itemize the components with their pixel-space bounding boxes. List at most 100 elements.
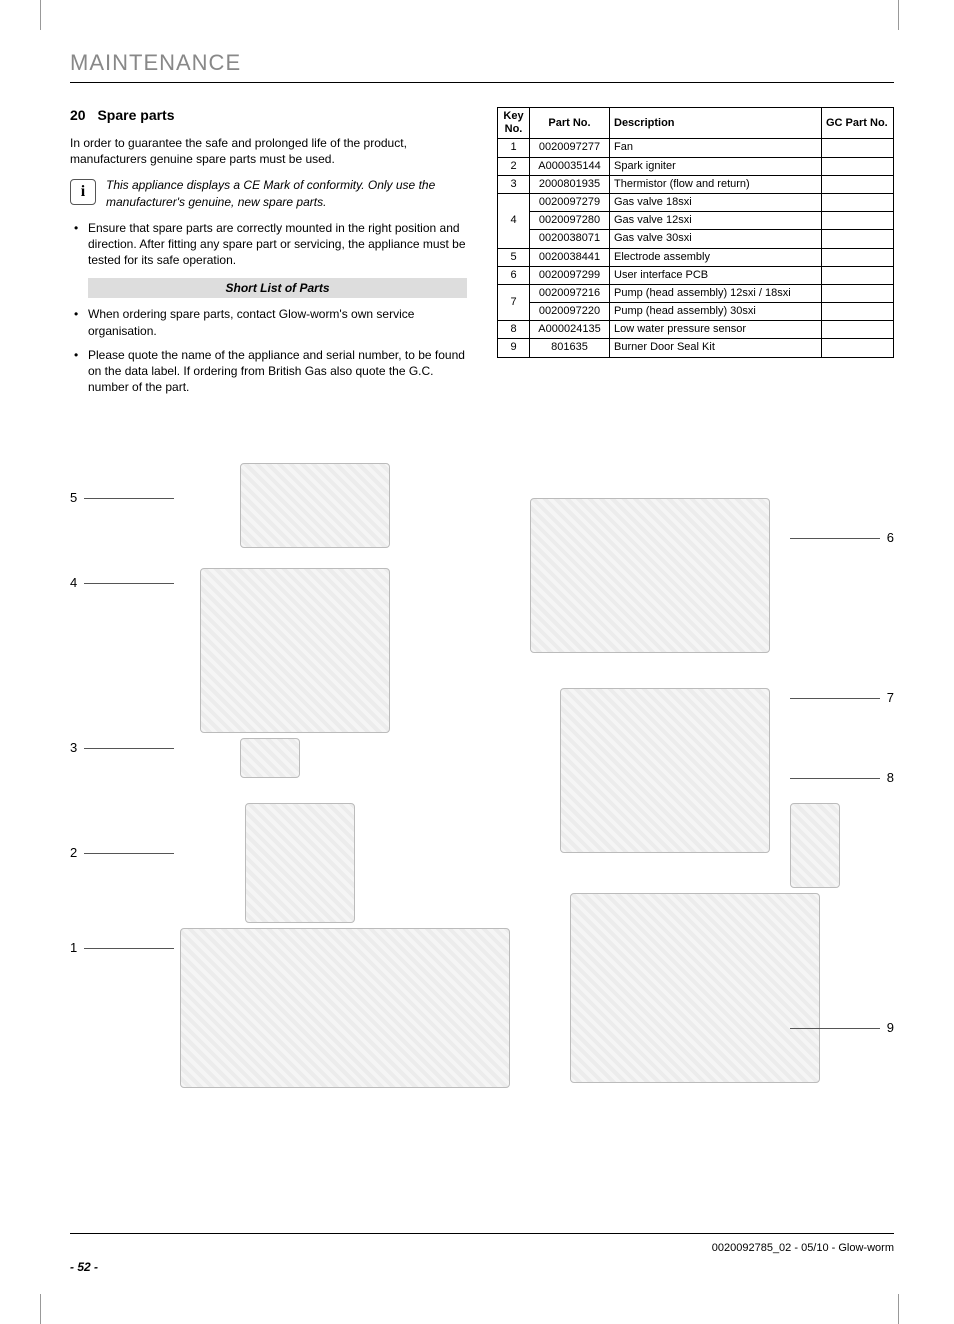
description: Pump (head assembly) 30sxi [610, 303, 822, 321]
gc-part-no [822, 266, 894, 284]
bullet-list: When ordering spare parts, contact Glow-… [70, 306, 467, 395]
gc-part-no [822, 157, 894, 175]
part-illustration [245, 803, 355, 923]
leader-line [84, 748, 174, 749]
table-row: 32000801935Thermistor (flow and return) [498, 175, 894, 193]
crop-mark [898, 0, 899, 30]
description: User interface PCB [610, 266, 822, 284]
section-title: Spare parts [97, 107, 174, 123]
key-no: 6 [498, 266, 530, 284]
gc-part-no [822, 248, 894, 266]
part-no: 0020097279 [530, 193, 610, 211]
key-no: 2 [498, 157, 530, 175]
crop-mark [898, 1294, 899, 1324]
part-no: A000024135 [530, 321, 610, 339]
description: Gas valve 12sxi [610, 212, 822, 230]
part-illustration [240, 738, 300, 778]
description: Pump (head assembly) 12sxi / 18sxi [610, 284, 822, 302]
footer-rule [70, 1233, 894, 1234]
description: Spark igniter [610, 157, 822, 175]
page-header: MAINTENANCE [70, 50, 894, 83]
gc-part-no [822, 193, 894, 211]
key-no: 8 [498, 321, 530, 339]
description: Gas valve 18sxi [610, 193, 822, 211]
gc-part-no [822, 230, 894, 248]
leader-line [84, 583, 174, 584]
table-row: 8A000024135Low water pressure sensor [498, 321, 894, 339]
leader-line [790, 698, 880, 699]
exploded-diagram: 5 4 3 2 1 6 7 8 9 [70, 453, 894, 1093]
part-illustration [180, 928, 510, 1088]
description: Burner Door Seal Kit [610, 339, 822, 357]
table-row: 70020097216Pump (head assembly) 12sxi / … [498, 284, 894, 302]
table-row: 40020097279Gas valve 18sxi [498, 193, 894, 211]
table-header: Key No. [498, 108, 530, 139]
part-illustration [560, 688, 770, 853]
section-heading: 20 Spare parts [70, 107, 467, 123]
bullet-item: Please quote the name of the appliance a… [70, 347, 467, 396]
table-row: 10020097277Fan [498, 139, 894, 157]
table-header: Description [610, 108, 822, 139]
callout-number: 2 [70, 845, 77, 860]
leader-line [790, 778, 880, 779]
leader-line [84, 853, 174, 854]
leader-line [84, 948, 174, 949]
gc-part-no [822, 212, 894, 230]
part-no: 0020038441 [530, 248, 610, 266]
part-no: 0020038071 [530, 230, 610, 248]
info-icon: i [70, 179, 96, 205]
crop-mark [40, 0, 41, 30]
bullet-item: Ensure that spare parts are correctly mo… [70, 220, 467, 269]
gc-part-no [822, 339, 894, 357]
short-list-heading: Short List of Parts [88, 278, 467, 298]
part-no: 0020097220 [530, 303, 610, 321]
key-no: 3 [498, 175, 530, 193]
callout-number: 1 [70, 940, 77, 955]
part-no: 0020097277 [530, 139, 610, 157]
part-illustration [240, 463, 390, 548]
callout-number: 9 [887, 1020, 894, 1035]
page-number: - 52 - [70, 1260, 98, 1274]
callout-number: 5 [70, 490, 77, 505]
gc-part-no [822, 303, 894, 321]
footer-docref: 0020092785_02 - 05/10 - Glow-worm [712, 1242, 894, 1254]
table-row: 2A000035144Spark igniter [498, 157, 894, 175]
callout-number: 8 [887, 770, 894, 785]
part-no: 2000801935 [530, 175, 610, 193]
part-no: 0020097280 [530, 212, 610, 230]
description: Low water pressure sensor [610, 321, 822, 339]
info-text: This appliance displays a CE Mark of con… [106, 177, 467, 209]
table-row: 0020097280Gas valve 12sxi [498, 212, 894, 230]
description: Electrode assembly [610, 248, 822, 266]
part-no: 801635 [530, 339, 610, 357]
leader-line [790, 538, 880, 539]
intro-text: In order to guarantee the safe and prolo… [70, 135, 467, 167]
gc-part-no [822, 139, 894, 157]
key-no: 4 [498, 193, 530, 248]
info-box: i This appliance displays a CE Mark of c… [70, 177, 467, 209]
section-number: 20 [70, 107, 86, 123]
key-no: 5 [498, 248, 530, 266]
table-row: 50020038441Electrode assembly [498, 248, 894, 266]
callout-number: 3 [70, 740, 77, 755]
description: Gas valve 30sxi [610, 230, 822, 248]
callout-number: 7 [887, 690, 894, 705]
table-row: 0020038071Gas valve 30sxi [498, 230, 894, 248]
gc-part-no [822, 321, 894, 339]
leader-line [790, 1028, 880, 1029]
key-no: 9 [498, 339, 530, 357]
part-no: 0020097299 [530, 266, 610, 284]
bullet-list: Ensure that spare parts are correctly mo… [70, 220, 467, 269]
table-row: 60020097299User interface PCB [498, 266, 894, 284]
callout-number: 6 [887, 530, 894, 545]
table-header: Part No. [530, 108, 610, 139]
leader-line [84, 498, 174, 499]
bullet-item: When ordering spare parts, contact Glow-… [70, 306, 467, 338]
parts-table: Key No.Part No.DescriptionGC Part No. 10… [497, 107, 894, 358]
callout-number: 4 [70, 575, 77, 590]
gc-part-no [822, 284, 894, 302]
part-illustration [790, 803, 840, 888]
crop-mark [40, 1294, 41, 1324]
description: Thermistor (flow and return) [610, 175, 822, 193]
part-illustration [200, 568, 390, 733]
